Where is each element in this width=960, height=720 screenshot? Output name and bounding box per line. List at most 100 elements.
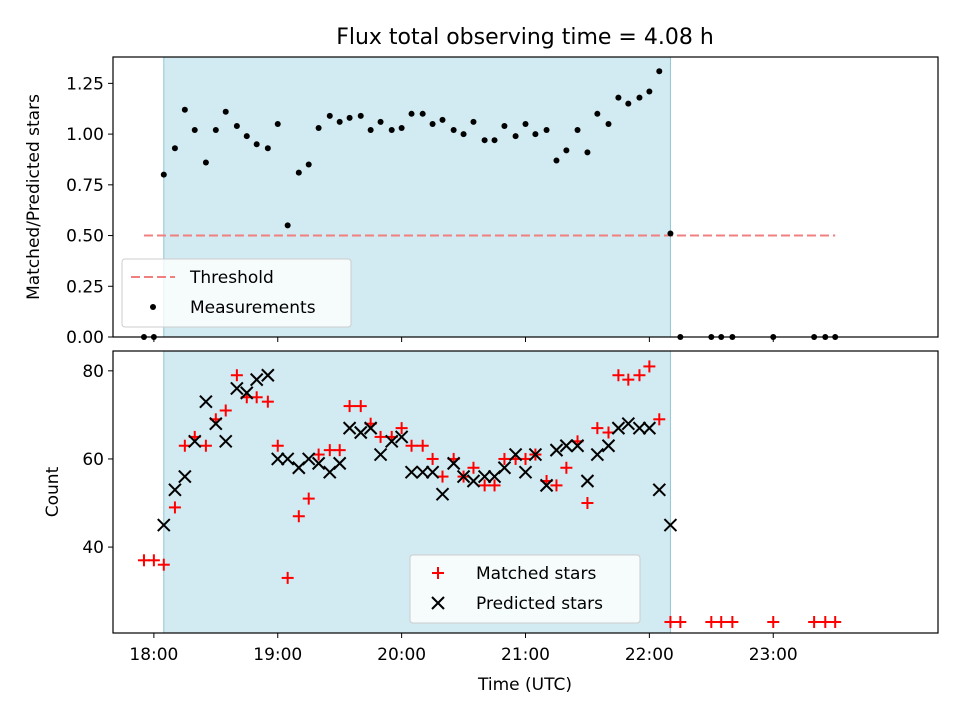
- measurement-point: [584, 149, 591, 156]
- predicted-point: [311, 456, 326, 471]
- measurement-point: [315, 125, 322, 132]
- y-tick-label: 0.75: [66, 176, 104, 196]
- predicted-star-points: [157, 368, 678, 532]
- measurement-point: [429, 120, 436, 127]
- predicted-point: [188, 434, 202, 449]
- measurement-point: [553, 157, 560, 164]
- matched-point: [333, 444, 346, 457]
- predicted-point: [446, 456, 461, 471]
- matched-point: [230, 369, 243, 382]
- measurement-point: [512, 133, 519, 140]
- matched-point: [519, 452, 532, 465]
- predicted-point: [219, 434, 233, 449]
- top-legend-box: [121, 258, 352, 328]
- predicted-point: [280, 452, 295, 466]
- bottom-legend: Matched stars Predicted stars: [409, 554, 641, 624]
- predicted-point: [373, 447, 388, 462]
- measurement-points: [140, 68, 839, 340]
- predicted-point: [601, 439, 616, 453]
- measurement-point: [346, 114, 353, 121]
- legend-measurement-label: Measurements: [190, 298, 316, 318]
- measurement-point: [160, 171, 167, 178]
- measurement-point: [305, 161, 312, 168]
- measurement-point: [326, 112, 333, 119]
- y-tick-label: 1.00: [66, 125, 104, 145]
- matched-point: [395, 422, 408, 435]
- chart-title: Flux total observing time = 4.08 h: [336, 25, 714, 50]
- matched-point: [612, 369, 625, 382]
- matched-point: [550, 479, 563, 492]
- measurement-point: [625, 100, 632, 107]
- matched-point: [726, 615, 739, 628]
- legend-matched-marker: [432, 567, 444, 579]
- matched-point: [767, 615, 780, 628]
- matched-point: [178, 439, 191, 452]
- matched-star-points: [137, 360, 842, 628]
- y-tick-label: 0.25: [66, 277, 104, 297]
- matched-point: [312, 448, 325, 461]
- predicted-point: [621, 416, 636, 431]
- predicted-point: [168, 483, 182, 497]
- matched-point: [653, 413, 666, 426]
- matched-point: [343, 400, 356, 413]
- matched-point: [488, 479, 501, 492]
- measurement-point: [563, 147, 570, 154]
- measurement-point: [636, 94, 643, 101]
- y-tick-label: 0.00: [66, 328, 104, 348]
- measurement-point: [222, 108, 229, 115]
- measurement-point: [171, 145, 178, 152]
- matched-point: [199, 439, 212, 452]
- y-tick-label: 80: [82, 362, 104, 382]
- matched-point: [302, 492, 315, 505]
- matched-point: [633, 369, 646, 382]
- measurement-point: [357, 112, 364, 119]
- matched-point: [219, 404, 232, 417]
- top-x-ticks: [153, 337, 774, 342]
- x-tick-label: 18:00: [129, 645, 178, 665]
- bottom-panel: 40 60 80 18:00 19:00 20:00 21:00 22:00 23:00 Co…: [43, 350, 939, 695]
- matched-point: [426, 452, 439, 465]
- bottom-x-ticks: 18:00 19:00 20:00 21:00 22:00 23:00: [129, 633, 798, 665]
- bottom-legend-box: [409, 554, 641, 624]
- legend-measurement-marker: [150, 304, 156, 310]
- matched-point: [643, 360, 656, 373]
- matched-point: [581, 497, 594, 510]
- matched-point: [271, 439, 284, 452]
- matched-point: [467, 461, 480, 474]
- measurement-point: [233, 122, 240, 129]
- predicted-point: [332, 456, 347, 471]
- bottom-y-axis-label: Count: [43, 466, 63, 517]
- measurement-point: [667, 230, 674, 237]
- measurement-point: [398, 125, 405, 132]
- measurement-point: [419, 110, 426, 117]
- measurement-point: [284, 222, 291, 229]
- measurement-point: [470, 118, 477, 125]
- measurement-point: [646, 88, 653, 95]
- predicted-point: [508, 447, 523, 462]
- matched-point: [281, 571, 294, 584]
- measurement-point: [501, 122, 508, 129]
- x-tick-label: 21:00: [501, 645, 550, 665]
- top-legend: Threshold Measurements: [121, 258, 352, 328]
- measurement-point: [408, 110, 415, 117]
- measurement-point: [191, 127, 198, 134]
- matched-point: [622, 373, 635, 386]
- measurement-point: [377, 118, 384, 125]
- matched-point: [591, 422, 604, 435]
- measurement-point: [656, 68, 663, 75]
- matched-point: [250, 391, 263, 404]
- measurement-point: [274, 120, 281, 127]
- measurement-point: [522, 120, 529, 127]
- matched-point: [436, 470, 449, 483]
- y-tick-label: 0.50: [66, 227, 104, 247]
- predicted-point: [342, 421, 357, 435]
- predicted-point: [435, 487, 450, 501]
- measurement-point: [243, 133, 250, 140]
- matched-point: [405, 439, 418, 452]
- matched-point: [829, 615, 842, 628]
- legend-threshold-label: Threshold: [189, 268, 274, 288]
- predicted-point: [539, 478, 554, 493]
- matched-point: [808, 615, 821, 628]
- measurement-point: [388, 127, 395, 134]
